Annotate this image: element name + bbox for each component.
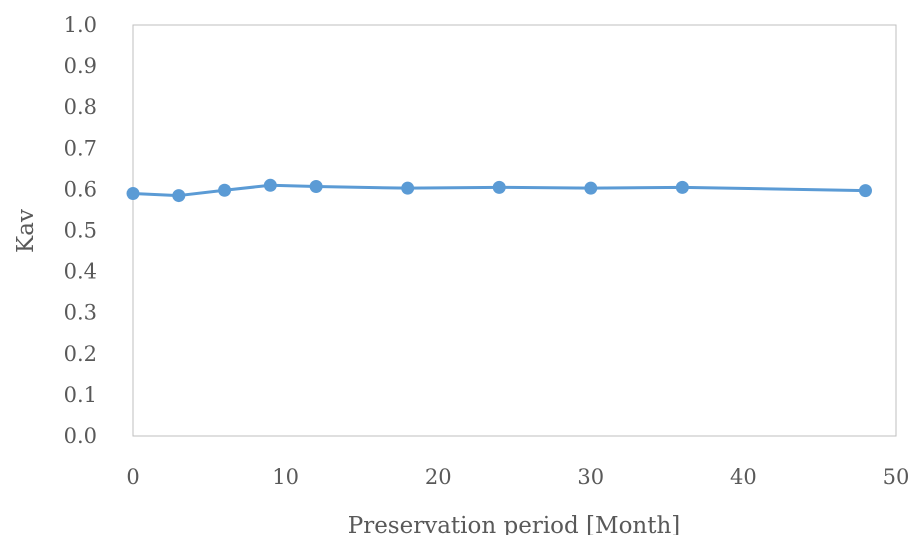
x-tick-label: 0 <box>126 465 139 489</box>
data-point <box>309 180 323 194</box>
y-tick-label: 0.7 <box>64 136 97 160</box>
y-tick-label: 0.6 <box>64 177 97 201</box>
data-point <box>675 180 689 194</box>
y-tick-label: 0.9 <box>64 54 97 78</box>
series-layer <box>126 178 872 203</box>
y-tick-label: 0.4 <box>64 260 97 284</box>
data-point <box>126 187 140 201</box>
data-point <box>172 189 186 203</box>
x-tick-label: 50 <box>883 465 910 489</box>
y-tick-label: 0.0 <box>64 424 97 448</box>
y-tick-label: 1.0 <box>64 13 97 37</box>
x-axis-title: Preservation period [Month] <box>348 513 681 535</box>
y-tick-label: 0.1 <box>64 383 97 407</box>
x-tick-label: 30 <box>577 465 604 489</box>
data-point <box>263 178 277 192</box>
x-tick-label: 10 <box>272 465 299 489</box>
data-point <box>218 183 232 197</box>
x-tick-label: 40 <box>730 465 757 489</box>
x-tick-labels: 0 10 20 30 40 50 <box>126 465 909 489</box>
data-point <box>401 181 415 195</box>
plot-area <box>132 24 897 437</box>
data-point <box>584 181 598 195</box>
y-tick-label: 0.3 <box>64 301 97 325</box>
y-tick-label: 0.8 <box>64 95 97 119</box>
series-line <box>132 183 866 198</box>
x-tick-label: 20 <box>425 465 452 489</box>
data-point <box>858 184 872 198</box>
y-axis-title: Kav <box>13 209 39 253</box>
data-point <box>492 180 506 194</box>
y-tick-label: 0.2 <box>64 342 97 366</box>
y-tick-label: 0.5 <box>64 219 97 243</box>
y-tick-labels: 0.0 0.1 0.2 0.3 0.4 0.5 0.6 0.7 0.8 0.9 1.0 <box>64 13 97 448</box>
